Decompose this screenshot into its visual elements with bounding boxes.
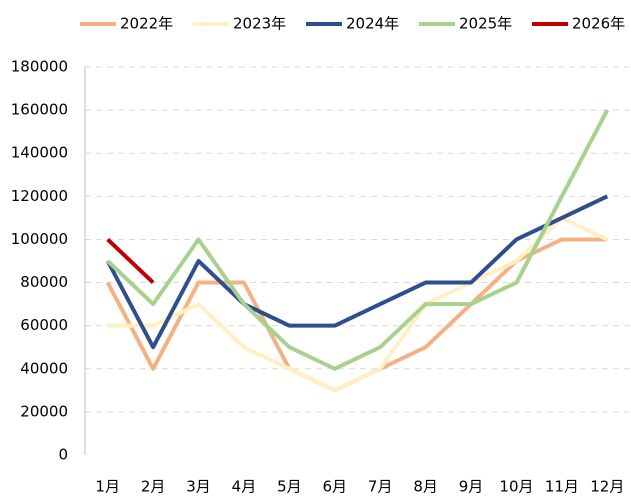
y-tick-label: 100000 [11, 230, 68, 248]
legend-label: 2025年 [459, 15, 512, 33]
x-tick-label: 7月 [368, 478, 393, 496]
x-tick-label: 11月 [545, 478, 579, 496]
legend-label: 2024年 [346, 15, 399, 33]
legend-label: 2023年 [233, 15, 286, 33]
y-tick-label: 40000 [20, 359, 68, 377]
x-tick-label: 3月 [186, 478, 211, 496]
y-tick-label: 80000 [20, 273, 68, 291]
x-tick-label: 5月 [277, 478, 302, 496]
legend-label: 2026年 [572, 15, 625, 33]
y-tick-label: 180000 [11, 58, 68, 76]
y-tick-label: 20000 [20, 402, 68, 420]
series-line [105, 194, 609, 350]
series-line [106, 237, 155, 285]
x-tick-label: 9月 [459, 478, 484, 496]
y-tick-label: 160000 [11, 101, 68, 119]
x-tick-label: 6月 [323, 478, 348, 496]
legend-label: 2022年 [120, 15, 173, 33]
x-tick-label: 4月 [232, 478, 257, 496]
series-line [107, 215, 609, 393]
x-tick-label: 10月 [499, 478, 533, 496]
series-line [106, 109, 610, 371]
y-tick-label: 120000 [11, 187, 68, 205]
y-tick-label: 140000 [11, 144, 68, 162]
y-tick-label: 0 [58, 446, 68, 464]
x-tick-label: 12月 [590, 478, 624, 496]
x-tick-label: 8月 [413, 478, 438, 496]
x-tick-label: 1月 [95, 478, 120, 496]
y-tick-label: 60000 [20, 316, 68, 334]
x-tick-label: 2月 [141, 478, 166, 496]
